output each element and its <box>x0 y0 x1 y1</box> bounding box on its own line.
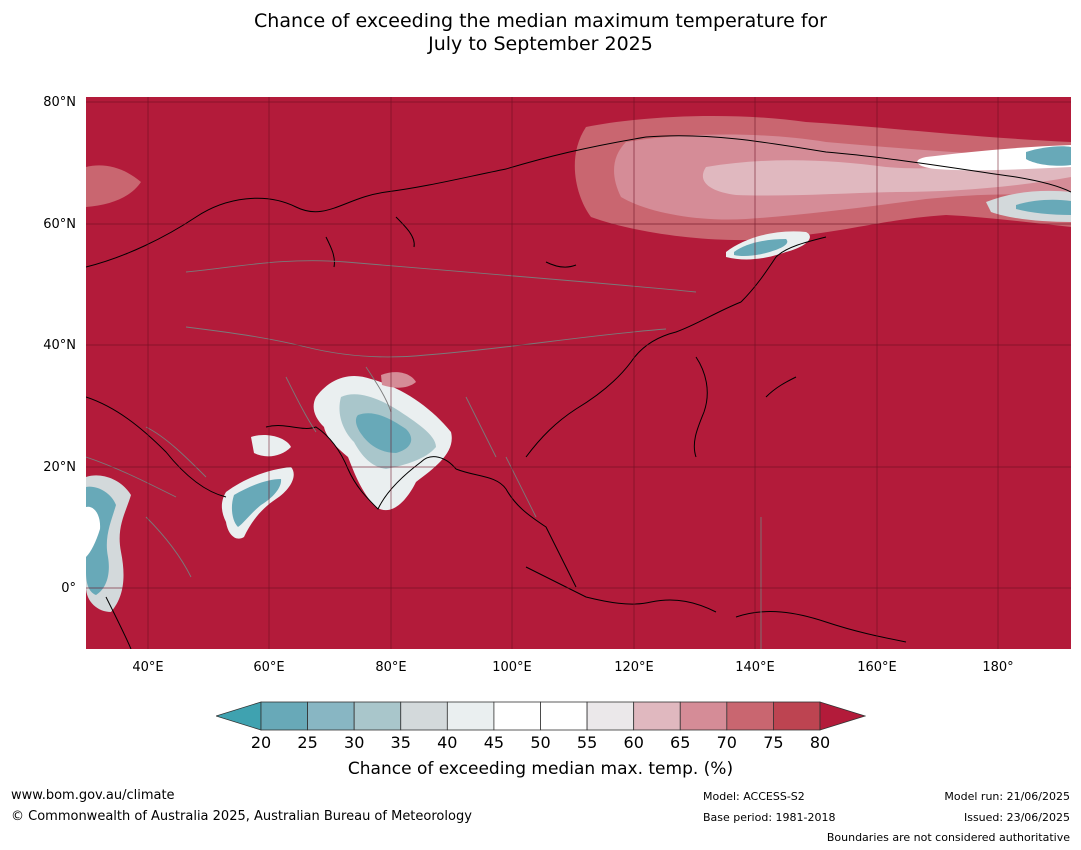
colorbar-bin <box>726 701 774 731</box>
lon-label-120e: 120°E <box>614 660 654 675</box>
colorbar-low-extend <box>214 701 262 731</box>
east-africa-anomaly-region <box>86 165 141 612</box>
colorbar-tick-30: 30 <box>344 733 365 752</box>
colorbar-tick-75: 75 <box>763 733 784 752</box>
forecast-map <box>86 97 1071 649</box>
lon-label-40e: 40°E <box>132 660 164 675</box>
footer-base-period: Base period: 1981-2018 <box>703 811 836 824</box>
colorbar-bin <box>307 701 355 731</box>
colorbar-bin <box>773 701 821 731</box>
colorbar-tick-35: 35 <box>390 733 411 752</box>
footer-model: Model: ACCESS-S2 <box>703 790 805 803</box>
colorbar-bin <box>633 701 681 731</box>
colorbar-tick-20: 20 <box>250 733 272 752</box>
lon-label-60e: 60°E <box>253 660 285 675</box>
country-borders <box>86 260 762 649</box>
colorbar-tick-70: 70 <box>716 733 737 752</box>
footer-model-run: Model run: 21/06/2025 <box>944 790 1070 803</box>
siberia-anomaly-region <box>574 115 1071 260</box>
colorbar-tick-60: 60 <box>623 733 644 752</box>
lat-label-60n: 60°N <box>43 217 76 232</box>
map-title-line2: July to September 2025 <box>428 33 653 55</box>
lon-label-100e: 100°E <box>492 660 532 675</box>
colorbar-tick-50: 50 <box>530 733 551 752</box>
lat-label-20n: 20°N <box>43 460 76 475</box>
lat-label-40n: 40°N <box>43 338 76 353</box>
footer-website: www.bom.gov.au/climate <box>11 788 175 803</box>
india-anomaly-region <box>313 372 452 511</box>
colorbar-high-extend <box>819 701 867 731</box>
colorbar-bin <box>586 701 635 731</box>
colorbar-tick-65: 65 <box>670 733 691 752</box>
lon-label-80e: 80°E <box>375 660 407 675</box>
colorbar-bins <box>260 701 821 731</box>
lat-label-80n: 80°N <box>43 95 76 110</box>
colorbar-bin <box>400 701 448 731</box>
colorbar-tick-55: 55 <box>576 733 598 752</box>
map-title-line1: Chance of exceeding the median maximum t… <box>254 10 827 32</box>
map-title: Chance of exceeding the median maximum t… <box>0 10 1081 56</box>
colorbar-bin <box>679 701 728 731</box>
coastlines <box>86 135 1071 649</box>
footer-copyright: © Commonwealth of Australia 2025, Austra… <box>11 809 472 824</box>
colorbar-bin <box>540 701 588 731</box>
colorbar-tick-25: 25 <box>297 733 318 752</box>
colorbar-bin <box>446 701 495 731</box>
colorbar-tick-80: 80 <box>809 733 831 752</box>
colorbar-bin <box>493 701 541 731</box>
footer-disclaimer: Boundaries are not considered authoritat… <box>826 831 1070 844</box>
colorbar-tick-40: 40 <box>437 733 458 752</box>
colorbar <box>214 700 867 732</box>
colorbar-bin <box>260 701 308 731</box>
footer-issued: Issued: 23/06/2025 <box>963 811 1070 824</box>
colorbar-svg <box>214 701 867 731</box>
colorbar-label: Chance of exceeding median max. temp. (%… <box>347 759 734 779</box>
colorbar-tick-45: 45 <box>483 733 505 752</box>
lon-label-140e: 140°E <box>735 660 775 675</box>
lon-label-160e: 160°E <box>857 660 897 675</box>
colorbar-bin <box>353 701 402 731</box>
forecast-map-svg <box>86 97 1071 649</box>
lat-label-0: 0° <box>61 581 76 596</box>
lon-label-180: 180° <box>982 660 1014 675</box>
graticule <box>86 97 1071 649</box>
